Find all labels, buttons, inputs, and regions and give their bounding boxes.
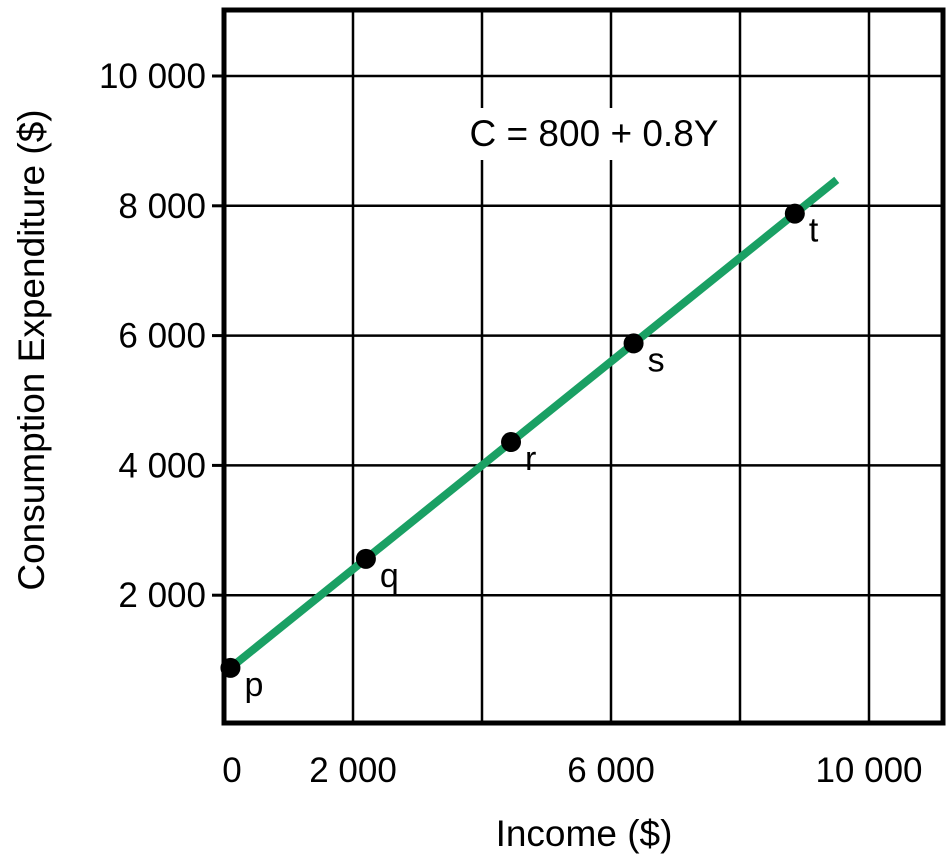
equation-background (460, 108, 730, 160)
y-tick-label: 2 000 (118, 576, 206, 615)
point-label-q: q (380, 557, 399, 595)
equation-label: C = 800 + 0.8Y (470, 113, 719, 154)
y-tick-label: 4 000 (118, 446, 206, 485)
point-label-s: s (648, 341, 665, 379)
grid (224, 10, 943, 723)
x-axis-ticks: 0 2 000 6 000 10 000 (222, 751, 922, 790)
x-tick-label: 10 000 (815, 751, 922, 790)
y-axis-ticks: 2 000 4 000 6 000 8 000 10 000 (99, 57, 224, 615)
point-q (355, 548, 376, 569)
point-s (623, 333, 644, 354)
y-tick-label: 10 000 (99, 57, 206, 96)
plot-frame (221, 7, 946, 726)
data-points: p q r s t (220, 203, 819, 704)
y-tick-label: 8 000 (118, 187, 206, 226)
point-label-r: r (525, 440, 536, 478)
y-axis-title: Consumption Expenditure ($) (11, 109, 52, 590)
x-tick-label: 0 (222, 751, 241, 790)
x-axis-title: Income ($) (496, 813, 673, 854)
point-p (220, 657, 241, 678)
x-tick-label: 2 000 (309, 751, 397, 790)
x-tick-label: 6 000 (567, 751, 655, 790)
point-r (501, 432, 522, 453)
consumption-line (221, 176, 840, 677)
point-label-t: t (809, 212, 819, 250)
y-tick-label: 6 000 (118, 317, 206, 356)
point-label-p: p (244, 666, 263, 704)
point-t (784, 203, 805, 224)
consumption-function (221, 176, 840, 677)
